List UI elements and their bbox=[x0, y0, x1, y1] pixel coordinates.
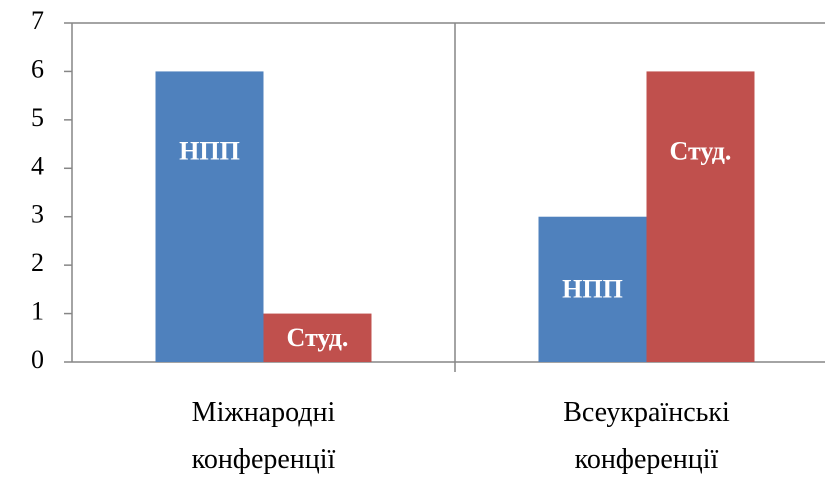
y-tick-label: 0 bbox=[31, 345, 44, 374]
bar-series-label: Студ. bbox=[670, 136, 732, 165]
y-tick-label: 6 bbox=[31, 54, 44, 83]
y-tick-label: 2 bbox=[31, 248, 44, 277]
x-tick-label-line: Міжнародні bbox=[192, 397, 336, 428]
bar-series-label: НПП bbox=[562, 274, 623, 303]
bar-series-label: Студ. bbox=[287, 323, 349, 352]
y-tick-label: 7 bbox=[31, 6, 44, 35]
bar bbox=[646, 71, 755, 362]
bar bbox=[263, 313, 372, 362]
x-tick-label-line: конференції bbox=[575, 444, 719, 475]
x-tick-label-line: конференції bbox=[192, 444, 336, 475]
bar bbox=[155, 71, 264, 362]
y-tick-label: 4 bbox=[31, 151, 44, 180]
bar bbox=[538, 216, 647, 362]
y-tick-label: 5 bbox=[31, 103, 44, 132]
x-tick-label: Міжнародні конференції bbox=[192, 397, 336, 475]
bar-series-label: НПП bbox=[179, 136, 240, 165]
x-tick-label-line: Всеукраїнські bbox=[563, 397, 730, 428]
y-tick-label: 1 bbox=[31, 297, 44, 326]
y-tick-label: 3 bbox=[31, 200, 44, 229]
x-tick-label: Всеукраїнські конференції bbox=[563, 397, 730, 475]
